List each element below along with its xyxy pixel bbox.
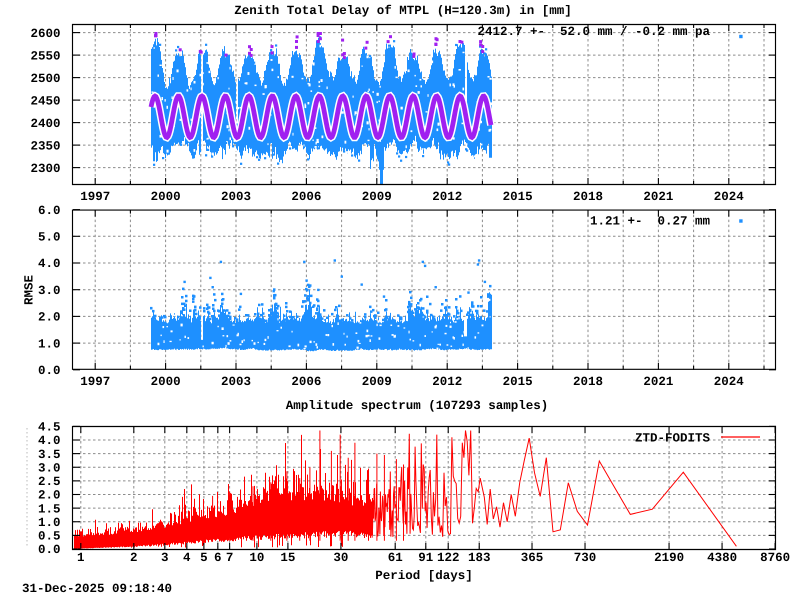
- svg-text:2600: 2600: [30, 27, 60, 41]
- svg-text:2012: 2012: [432, 375, 462, 389]
- svg-text:2006: 2006: [291, 375, 321, 389]
- svg-text:RMSE: RMSE: [23, 275, 37, 305]
- svg-text:31-Dec-2025 09:18:40: 31-Dec-2025 09:18:40: [22, 582, 172, 596]
- svg-text:5.0: 5.0: [38, 231, 61, 245]
- svg-text:Zenith Total Delay of MTPL (H=: Zenith Total Delay of MTPL (H=120.3m) in…: [234, 4, 572, 18]
- svg-text:3.0: 3.0: [38, 284, 61, 298]
- svg-text:183: 183: [468, 551, 491, 565]
- svg-text:2: 2: [130, 551, 138, 565]
- svg-text:2006: 2006: [291, 190, 321, 204]
- svg-text:5: 5: [200, 551, 208, 565]
- svg-text:7: 7: [226, 551, 234, 565]
- svg-text:2412.7 +- 52.0 mm / -0.2 mm p: 2412.7 +- 52.0 mm / -0.2 mm pa: [477, 25, 710, 39]
- svg-text:2350: 2350: [30, 139, 60, 153]
- svg-text:15: 15: [280, 551, 295, 565]
- svg-text:4.0: 4.0: [38, 434, 61, 448]
- svg-text:3.0: 3.0: [38, 461, 61, 475]
- svg-text:6.0: 6.0: [38, 204, 61, 218]
- svg-text:1: 1: [77, 551, 85, 565]
- svg-text:2024: 2024: [714, 190, 745, 204]
- svg-text:1.5: 1.5: [38, 502, 61, 516]
- svg-text:6: 6: [214, 551, 222, 565]
- svg-text:2009: 2009: [362, 375, 392, 389]
- svg-text:1.0: 1.0: [38, 337, 61, 351]
- svg-text:4.0: 4.0: [38, 257, 61, 271]
- svg-text:730: 730: [574, 551, 597, 565]
- svg-text:3: 3: [161, 551, 169, 565]
- svg-text:2003: 2003: [221, 375, 251, 389]
- svg-text:4.5: 4.5: [38, 421, 61, 435]
- svg-text:2012: 2012: [432, 190, 462, 204]
- svg-text:1997: 1997: [80, 190, 110, 204]
- svg-text:0.5: 0.5: [38, 530, 61, 544]
- svg-text:122: 122: [437, 551, 460, 565]
- svg-text:2450: 2450: [30, 94, 60, 108]
- svg-text:2015: 2015: [503, 375, 533, 389]
- svg-text:2190: 2190: [654, 551, 684, 565]
- svg-text:2000: 2000: [151, 375, 181, 389]
- svg-text:ZTD-FODITS: ZTD-FODITS: [635, 431, 711, 445]
- svg-text:2.0: 2.0: [38, 311, 61, 325]
- svg-text:2.0: 2.0: [38, 489, 61, 503]
- svg-text:1997: 1997: [80, 375, 110, 389]
- svg-text:1.21 +- 0.27 mm: 1.21 +- 0.27 mm: [590, 215, 711, 229]
- svg-text:30: 30: [333, 551, 348, 565]
- svg-text:Period [days]: Period [days]: [375, 569, 473, 583]
- svg-text:2000: 2000: [151, 190, 181, 204]
- svg-text:2018: 2018: [573, 375, 603, 389]
- svg-text:2021: 2021: [643, 190, 673, 204]
- svg-text:1.0: 1.0: [38, 516, 61, 530]
- svg-text:Amplitude spectrum (107293 sam: Amplitude spectrum (107293 samples): [286, 399, 549, 413]
- svg-text:10: 10: [249, 551, 264, 565]
- svg-text:2018: 2018: [573, 190, 603, 204]
- svg-text:4380: 4380: [707, 551, 737, 565]
- svg-text:2300: 2300: [30, 162, 60, 176]
- svg-text:4: 4: [183, 551, 191, 565]
- svg-text:2500: 2500: [30, 72, 60, 86]
- svg-text:2021: 2021: [643, 375, 673, 389]
- svg-text:3.5: 3.5: [38, 448, 61, 462]
- svg-text:2015: 2015: [503, 190, 533, 204]
- svg-text:2003: 2003: [221, 190, 251, 204]
- svg-text:2024: 2024: [714, 375, 745, 389]
- svg-text:2400: 2400: [30, 117, 60, 131]
- svg-text:0.0: 0.0: [38, 543, 61, 557]
- svg-text:2550: 2550: [30, 49, 60, 63]
- svg-text:91: 91: [418, 551, 433, 565]
- svg-text:365: 365: [521, 551, 544, 565]
- svg-text:8760: 8760: [760, 551, 790, 565]
- svg-text:2.5: 2.5: [38, 475, 61, 489]
- svg-text:0.0: 0.0: [38, 364, 61, 378]
- svg-text:2009: 2009: [362, 190, 392, 204]
- svg-text:61: 61: [388, 551, 403, 565]
